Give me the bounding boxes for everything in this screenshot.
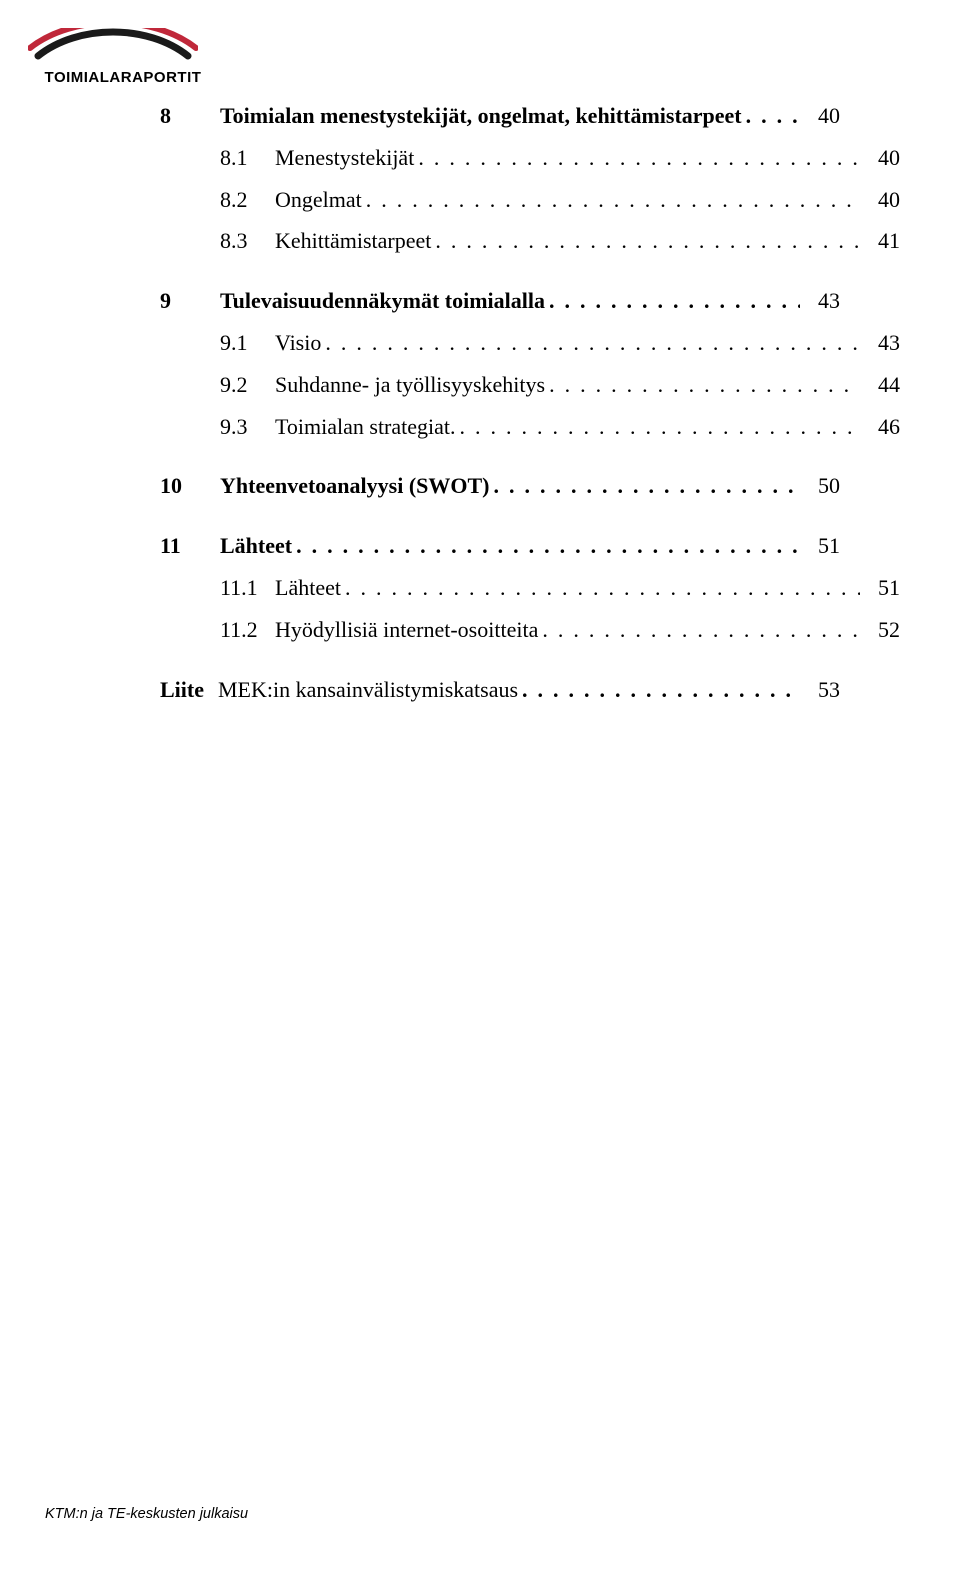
- toc-title: Lähteet: [275, 567, 341, 609]
- toc-row: LiiteMEK:in kansainvälistymiskatsaus....…: [160, 669, 840, 711]
- toc-leader: ........................................…: [545, 364, 860, 406]
- toc-number: 9.3: [220, 406, 275, 448]
- toc-title: Tulevaisuudennäkymät toimialalla: [220, 280, 545, 322]
- toc-leader: ........................................…: [341, 567, 860, 609]
- toc-page-number: 40: [860, 137, 900, 179]
- toc-number: Liite: [160, 669, 218, 711]
- toc-number: 11.1: [220, 567, 275, 609]
- toc-row: 11Lähteet...............................…: [160, 525, 840, 567]
- toc-leader: ........................................…: [456, 406, 860, 448]
- toc-row: 8.1Menestystekijät......................…: [160, 137, 900, 179]
- toc-leader: ........................................…: [518, 669, 800, 711]
- toc-title: Ongelmat: [275, 179, 362, 221]
- toc-gap: [160, 262, 840, 280]
- toc-gap: [160, 507, 840, 525]
- toc-title: MEK:in kansainvälistymiskatsaus: [218, 669, 518, 711]
- toc-number: 8.1: [220, 137, 275, 179]
- toc-title: Lähteet: [220, 525, 292, 567]
- toc-row: 9.1Visio................................…: [160, 322, 900, 364]
- toc-row: 9Tulevaisuudennäkymät toimialalla.......…: [160, 280, 840, 322]
- toc-page-number: 41: [860, 220, 900, 262]
- toc-page-number: 40: [800, 95, 840, 137]
- toc-row: 9.2Suhdanne- ja työllisyyskehitys.......…: [160, 364, 900, 406]
- toc-number: 9.1: [220, 322, 275, 364]
- toc-title: Toimialan strategiat.: [275, 406, 456, 448]
- toc-title: Toimialan menestystekijät, ongelmat, keh…: [220, 95, 742, 137]
- toc-page-number: 51: [860, 567, 900, 609]
- toc-leader: ........................................…: [538, 609, 860, 651]
- toc-page-number: 43: [860, 322, 900, 364]
- logo: TOIMIALARAPORTIT: [28, 28, 218, 86]
- toc-number: 8.3: [220, 220, 275, 262]
- toc-row: 11.2Hyödyllisiä internet-osoitteita.....…: [160, 609, 900, 651]
- logo-text: TOIMIALARAPORTIT: [28, 69, 218, 86]
- toc-page-number: 51: [800, 525, 840, 567]
- footer-text: KTM:n ja TE-keskusten julkaisu: [45, 1506, 248, 1522]
- toc-row: 8.3Kehittämistarpeet....................…: [160, 220, 900, 262]
- toc-leader: ........................................…: [321, 322, 860, 364]
- toc-page-number: 44: [860, 364, 900, 406]
- toc-row: 11.1Lähteet.............................…: [160, 567, 900, 609]
- toc-gap: [160, 651, 840, 669]
- toc-number: 9.2: [220, 364, 275, 406]
- toc-page-number: 53: [800, 669, 840, 711]
- toc-number: 11: [160, 525, 220, 567]
- page: TOIMIALARAPORTIT 8Toimialan menestysteki…: [0, 0, 960, 1570]
- toc-title: Yhteenvetoanalyysi (SWOT): [220, 465, 490, 507]
- toc-title: Visio: [275, 322, 321, 364]
- toc-page-number: 52: [860, 609, 900, 651]
- toc-row: 8.2Ongelmat.............................…: [160, 179, 900, 221]
- toc-leader: ........................................…: [292, 525, 800, 567]
- toc-number: 8: [160, 95, 220, 137]
- logo-arc-black: [38, 32, 188, 56]
- toc-page-number: 40: [860, 179, 900, 221]
- toc-page-number: 43: [800, 280, 840, 322]
- toc-row: 8Toimialan menestystekijät, ongelmat, ke…: [160, 95, 840, 137]
- toc-leader: ........................................…: [362, 179, 860, 221]
- toc-title: Kehittämistarpeet: [275, 220, 431, 262]
- toc-page-number: 46: [860, 406, 900, 448]
- toc-leader: ........................................…: [414, 137, 860, 179]
- toc-leader: ........................................…: [490, 465, 801, 507]
- toc-page-number: 50: [800, 465, 840, 507]
- toc-leader: ........................................…: [545, 280, 800, 322]
- toc-row: 10Yhteenvetoanalyysi (SWOT).............…: [160, 465, 840, 507]
- toc-number: 8.2: [220, 179, 275, 221]
- logo-arcs-icon: [28, 28, 198, 62]
- toc-number: 9: [160, 280, 220, 322]
- toc-number: 11.2: [220, 609, 275, 651]
- table-of-contents: 8Toimialan menestystekijät, ongelmat, ke…: [160, 95, 840, 710]
- toc-row: 9.3Toimialan strategiat.................…: [160, 406, 900, 448]
- toc-title: Suhdanne- ja työllisyyskehitys: [275, 364, 545, 406]
- toc-number: 10: [160, 465, 220, 507]
- toc-title: Menestystekijät: [275, 137, 414, 179]
- toc-leader: ........................................…: [742, 95, 800, 137]
- toc-leader: ........................................…: [431, 220, 860, 262]
- toc-title: Hyödyllisiä internet-osoitteita: [275, 609, 538, 651]
- toc-gap: [160, 447, 840, 465]
